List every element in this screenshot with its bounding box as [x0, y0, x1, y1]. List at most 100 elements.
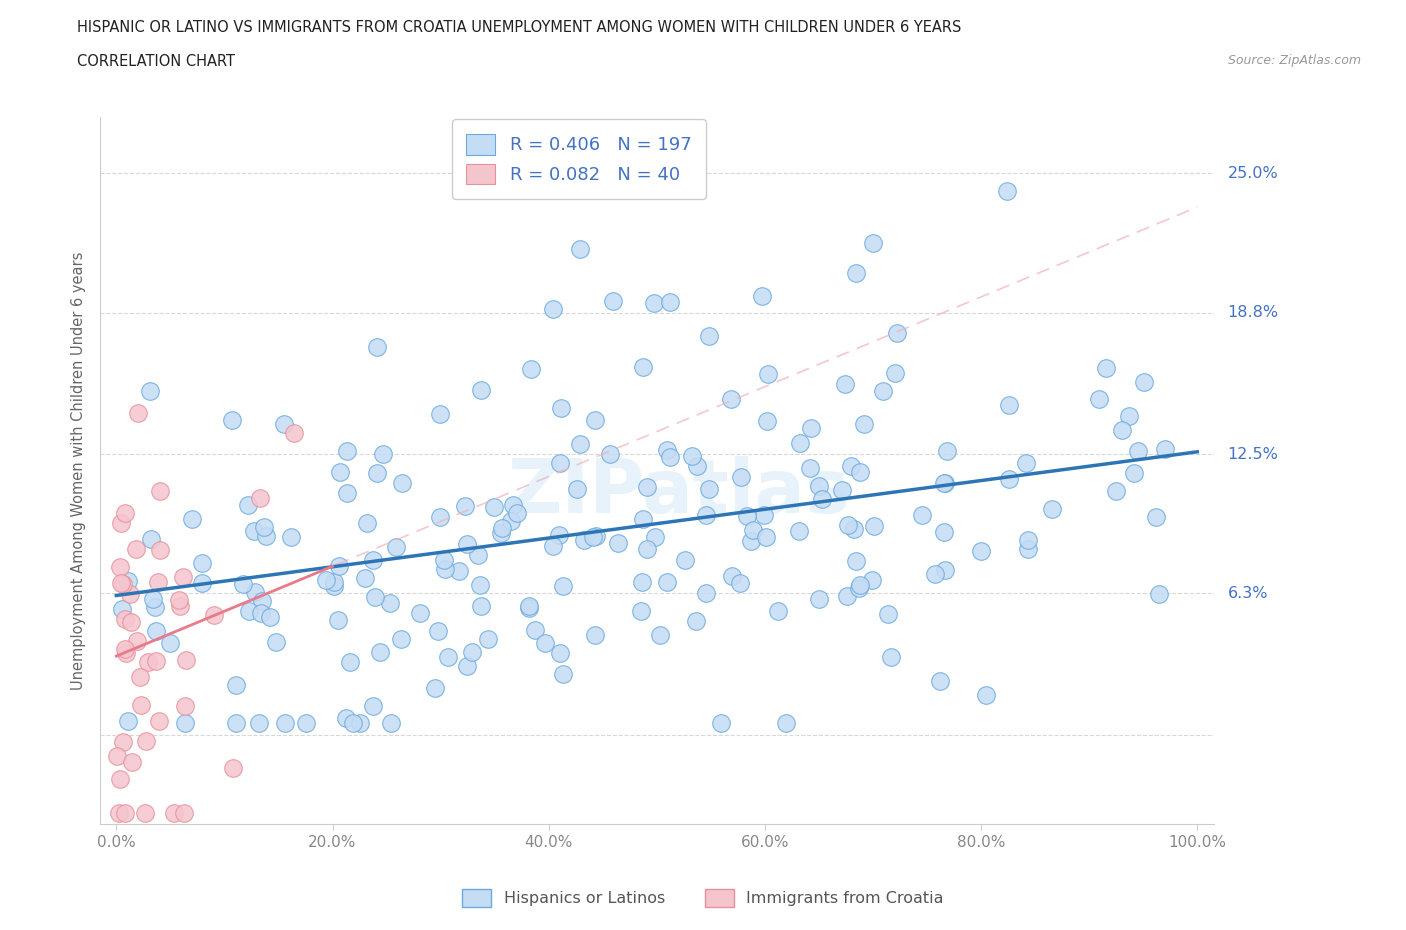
Point [751, 288, 773, 303]
Point [336, 444, 359, 458]
Point [111, 577, 134, 591]
Point [254, 529, 277, 544]
Point [658, 450, 681, 465]
Point [643, 295, 665, 310]
Point [837, 517, 859, 532]
Point [295, 716, 318, 731]
Point [329, 464, 352, 479]
Point [848, 581, 870, 596]
Point [970, 544, 993, 559]
Point [136, 654, 159, 669]
Point [117, 574, 139, 589]
Point [142, 591, 165, 606]
Point [844, 522, 866, 537]
Point [853, 417, 876, 432]
Point [872, 383, 894, 398]
Point [755, 414, 778, 429]
Point [755, 530, 778, 545]
Point [433, 552, 456, 567]
Point [149, 484, 172, 498]
Point [548, 645, 571, 660]
Point [174, 716, 197, 731]
Point [565, 481, 588, 496]
Point [648, 628, 671, 643]
Point [232, 577, 254, 591]
Point [742, 523, 765, 538]
Point [449, 564, 471, 578]
Point [845, 266, 868, 281]
Point [720, 569, 742, 584]
Point [523, 623, 546, 638]
Point [520, 362, 543, 377]
Point [139, 532, 162, 547]
Point [541, 538, 564, 553]
Point [541, 302, 564, 317]
Point [361, 552, 384, 567]
Point [378, 596, 401, 611]
Point [146, 575, 169, 590]
Point [911, 508, 934, 523]
Point [697, 328, 720, 343]
Point [114, 645, 136, 660]
Point [756, 366, 779, 381]
Point [259, 610, 281, 625]
Point [800, 421, 823, 436]
Point [811, 491, 834, 506]
Point [630, 604, 652, 618]
Point [339, 655, 361, 670]
Point [120, 615, 142, 630]
Point [127, 633, 149, 648]
Point [548, 527, 571, 542]
Point [935, 444, 957, 458]
Point [1015, 456, 1038, 471]
Text: 6.3%: 6.3% [1227, 586, 1268, 601]
Point [425, 681, 447, 696]
Point [380, 716, 402, 731]
Point [1088, 392, 1111, 406]
Point [163, 805, 186, 820]
Point [349, 716, 371, 731]
Point [932, 476, 955, 491]
Point [371, 447, 394, 462]
Point [766, 604, 789, 618]
Point [807, 479, 830, 494]
Point [631, 360, 654, 375]
Point [995, 184, 1018, 199]
Point [335, 711, 357, 725]
Point [470, 598, 492, 613]
Point [1122, 466, 1144, 481]
Point [550, 400, 572, 415]
Point [470, 383, 492, 398]
Point [356, 515, 378, 530]
Point [280, 529, 302, 544]
Point [323, 578, 346, 593]
Text: HISPANIC OR LATINO VS IMMIGRANTS FROM CROATIA UNEMPLOYMENT AMONG WOMEN WITH CHIL: HISPANIC OR LATINO VS IMMIGRANTS FROM CR… [77, 20, 962, 35]
Point [599, 446, 621, 461]
Point [789, 435, 811, 450]
Point [849, 578, 872, 592]
Point [134, 805, 156, 820]
Point [315, 573, 337, 588]
Point [974, 687, 997, 702]
Point [243, 584, 266, 599]
Point [111, 601, 134, 616]
Point [807, 592, 830, 607]
Point [145, 600, 167, 615]
Y-axis label: Unemployment Among Women with Children Under 6 years: Unemployment Among Women with Children U… [72, 252, 86, 690]
Point [342, 716, 364, 731]
Point [409, 606, 432, 621]
Point [569, 242, 592, 257]
Point [636, 479, 658, 494]
Point [172, 570, 194, 585]
Point [174, 653, 197, 668]
Point [111, 734, 134, 749]
Point [135, 734, 157, 749]
Point [740, 534, 762, 549]
Point [461, 644, 484, 659]
Point [250, 605, 273, 620]
Point [145, 623, 167, 638]
Point [191, 576, 214, 591]
Point [129, 698, 152, 712]
Point [489, 526, 512, 541]
Text: 25.0%: 25.0% [1227, 166, 1278, 181]
